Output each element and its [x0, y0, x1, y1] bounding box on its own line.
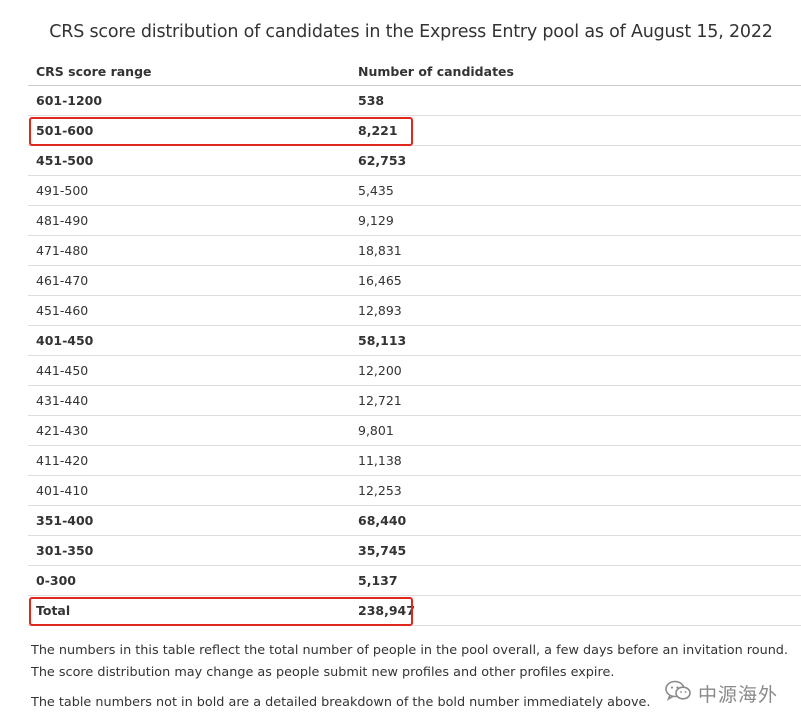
header-score-range: CRS score range [28, 58, 350, 86]
score-range-cell: 411-420 [28, 445, 350, 476]
table-row: 0-300 5,137 [28, 565, 801, 596]
crs-distribution-table: CRS score range Number of candidates 601… [28, 58, 801, 626]
table-row: 351-400 68,440 [28, 505, 801, 536]
table-row: 501-600 8,221 [28, 115, 801, 146]
page-title: CRS score distribution of candidates in … [49, 22, 773, 42]
score-range-cell: 401-450 [28, 325, 350, 356]
table-row: 481-490 9,129 [28, 205, 801, 236]
candidate-count-cell: 12,200 [350, 355, 801, 386]
table-row: 401-410 12,253 [28, 475, 801, 506]
note-bold-breakdown: The table numbers not in bold are a deta… [31, 695, 651, 710]
table-header-row: CRS score range Number of candidates [28, 58, 801, 86]
table-row: 461-470 16,465 [28, 265, 801, 296]
score-range-cell: 441-450 [28, 355, 350, 386]
table-row: 301-350 35,745 [28, 535, 801, 566]
table-row: 431-440 12,721 [28, 385, 801, 416]
watermark-text: 中源海外 [698, 683, 779, 706]
wechat-icon [664, 679, 692, 707]
score-range-cell: 0-300 [28, 565, 350, 596]
note-pool-total: The numbers in this table reflect the to… [31, 643, 788, 658]
candidate-count-cell: 68,440 [350, 505, 801, 536]
score-range-cell: 501-600 [28, 115, 350, 146]
score-range-cell: 431-440 [28, 385, 350, 416]
candidate-count-cell: 9,129 [350, 205, 801, 236]
candidate-count-cell: 12,253 [350, 475, 801, 506]
candidate-count-cell: 5,137 [350, 565, 801, 596]
note-distribution-change: The score distribution may change as peo… [31, 665, 615, 680]
candidate-count-cell: 538 [350, 85, 801, 116]
candidate-count-cell: 35,745 [350, 535, 801, 566]
score-range-cell: 491-500 [28, 175, 350, 206]
table-row: 421-430 9,801 [28, 415, 801, 446]
candidate-count-cell: 11,138 [350, 445, 801, 476]
table-row: 451-460 12,893 [28, 295, 801, 326]
table-row: 441-450 12,200 [28, 355, 801, 386]
header-number-of-candidates: Number of candidates [350, 58, 801, 86]
candidate-count-cell: 238,947 [350, 595, 801, 626]
candidate-count-cell: 12,721 [350, 385, 801, 416]
watermark: 中源海外 [664, 678, 778, 708]
score-range-cell: 451-500 [28, 145, 350, 176]
score-range-cell: 601-1200 [28, 85, 350, 116]
candidate-count-cell: 58,113 [350, 325, 801, 356]
candidate-count-cell: 18,831 [350, 235, 801, 266]
score-range-cell: 421-430 [28, 415, 350, 446]
score-range-cell: 351-400 [28, 505, 350, 536]
table-row: 601-1200 538 [28, 85, 801, 116]
score-range-cell: 401-410 [28, 475, 350, 506]
score-range-cell: 461-470 [28, 265, 350, 296]
table-row: 411-420 11,138 [28, 445, 801, 476]
score-range-cell: 301-350 [28, 535, 350, 566]
table-row: 401-450 58,113 [28, 325, 801, 356]
candidate-count-cell: 8,221 [350, 115, 801, 146]
candidate-count-cell: 16,465 [350, 265, 801, 296]
candidate-count-cell: 12,893 [350, 295, 801, 326]
table-row: 471-480 18,831 [28, 235, 801, 266]
table-row: 491-500 5,435 [28, 175, 801, 206]
table-row: 451-500 62,753 [28, 145, 801, 176]
candidate-count-cell: 9,801 [350, 415, 801, 446]
candidate-count-cell: 62,753 [350, 145, 801, 176]
score-range-cell: 451-460 [28, 295, 350, 326]
score-range-cell: 471-480 [28, 235, 350, 266]
candidate-count-cell: 5,435 [350, 175, 801, 206]
table-row: Total 238,947 [28, 595, 801, 626]
score-range-cell: Total [28, 595, 350, 626]
score-range-cell: 481-490 [28, 205, 350, 236]
